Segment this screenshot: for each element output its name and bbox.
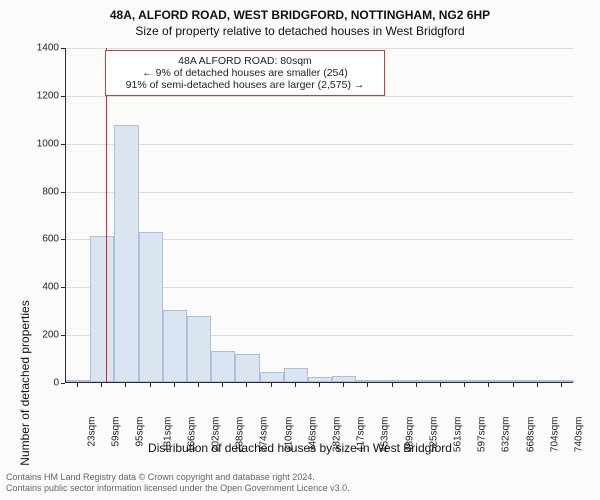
ytick-mark — [61, 192, 65, 193]
xtick-mark — [101, 383, 102, 387]
xtick-mark — [319, 383, 320, 387]
xtick-mark — [125, 383, 126, 387]
xtick-mark — [77, 383, 78, 387]
annotation-line-2: ← 9% of detached houses are smaller (254… — [114, 67, 376, 79]
xtick-mark — [561, 383, 562, 387]
xtick-mark — [392, 383, 393, 387]
footer-line-1: Contains HM Land Registry data © Crown c… — [6, 472, 350, 483]
annotation-line-3: 91% of semi-detached houses are larger (… — [114, 79, 376, 91]
ytick-mark — [61, 144, 65, 145]
xtick-mark — [440, 383, 441, 387]
histogram-bar — [453, 380, 477, 382]
gridline — [66, 144, 573, 145]
histogram-bar — [526, 380, 550, 382]
histogram-bar — [429, 380, 453, 382]
histogram-bar — [90, 236, 114, 382]
chart-container: 48A, ALFORD ROAD, WEST BRIDGFORD, NOTTIN… — [0, 0, 600, 500]
xtick-mark — [513, 383, 514, 387]
ytick-mark — [61, 335, 65, 336]
histogram-bar — [163, 310, 187, 382]
xtick-mark — [198, 383, 199, 387]
ytick-mark — [61, 239, 65, 240]
gridline — [66, 192, 573, 193]
xtick-mark — [488, 383, 489, 387]
histogram-bar — [550, 380, 574, 382]
x-axis-title: Distribution of detached houses by size … — [0, 441, 600, 455]
ytick-label: 1200 — [0, 90, 59, 101]
histogram-bar — [332, 376, 356, 382]
gridline — [66, 48, 573, 49]
chart-title-main: 48A, ALFORD ROAD, WEST BRIDGFORD, NOTTIN… — [0, 0, 600, 22]
histogram-bar — [405, 380, 429, 382]
ytick-label: 800 — [0, 186, 59, 197]
histogram-bar — [356, 380, 380, 382]
footer-credits: Contains HM Land Registry data © Crown c… — [6, 472, 350, 495]
ytick-mark — [61, 287, 65, 288]
xtick-mark — [464, 383, 465, 387]
histogram-bar — [211, 351, 235, 382]
histogram-bar — [114, 125, 138, 382]
annotation-box: 48A ALFORD ROAD: 80sqm ← 9% of detached … — [105, 50, 385, 96]
xtick-mark — [246, 383, 247, 387]
property-marker-line — [106, 48, 107, 382]
xtick-mark — [174, 383, 175, 387]
ytick-label: 1400 — [0, 43, 59, 54]
ytick-label: 600 — [0, 234, 59, 245]
ytick-mark — [61, 96, 65, 97]
xtick-mark — [271, 383, 272, 387]
histogram-bar — [139, 232, 163, 382]
xtick-mark — [537, 383, 538, 387]
plot-area — [65, 48, 573, 383]
histogram-bar — [260, 372, 284, 382]
ytick-mark — [61, 48, 65, 49]
ytick-mark — [61, 383, 65, 384]
histogram-bar — [380, 380, 404, 382]
footer-line-2: Contains public sector information licen… — [6, 483, 350, 494]
xtick-mark — [222, 383, 223, 387]
histogram-bar — [235, 354, 259, 382]
ytick-label: 400 — [0, 282, 59, 293]
histogram-bar — [308, 377, 332, 382]
annotation-line-1: 48A ALFORD ROAD: 80sqm — [114, 55, 376, 67]
xtick-mark — [150, 383, 151, 387]
histogram-bar — [284, 368, 308, 382]
xtick-mark — [416, 383, 417, 387]
histogram-bar — [501, 380, 525, 382]
xtick-mark — [295, 383, 296, 387]
histogram-bar — [187, 316, 211, 382]
ytick-label: 1000 — [0, 138, 59, 149]
xtick-mark — [367, 383, 368, 387]
histogram-bar — [477, 380, 501, 382]
histogram-bar — [66, 380, 90, 382]
chart-title-sub: Size of property relative to detached ho… — [0, 24, 600, 38]
xtick-mark — [343, 383, 344, 387]
